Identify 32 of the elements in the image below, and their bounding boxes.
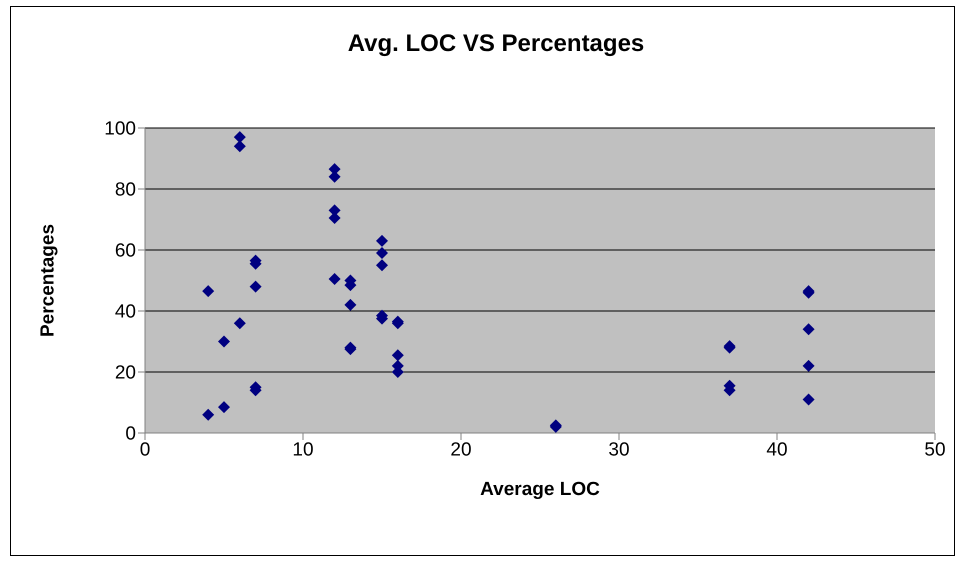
x-tick-label: 50 [924,439,946,460]
y-axis-title: Percentages [38,224,59,338]
point [234,131,246,144]
y-tick-label: 100 [104,118,136,140]
x-tick-label: 0 [140,439,150,460]
y-tick-label: 40 [114,302,136,323]
point [376,234,388,247]
x-tick-label: 30 [608,439,630,460]
point [234,317,246,330]
point [218,336,230,348]
point [250,280,262,293]
point [376,247,388,260]
point [202,285,214,298]
point [802,323,815,336]
y-tick-label: 80 [114,180,136,201]
x-tick-label: 40 [766,439,788,460]
point [328,272,341,285]
point [344,298,356,311]
point [234,140,246,152]
point [218,401,230,414]
y-tick-label: 60 [114,240,136,262]
x-axis-title: Average LOC [480,479,600,500]
x-tick-label: 10 [292,439,314,460]
chart-title: Avg. LOC VS Percentages [346,30,646,58]
point [802,360,815,372]
x-tick-label: 20 [450,439,472,460]
point [376,259,388,272]
y-tick-label: 0 [125,424,136,445]
point [202,408,214,421]
y-tick-label: 20 [114,362,136,384]
point [802,393,815,406]
point [392,349,404,362]
